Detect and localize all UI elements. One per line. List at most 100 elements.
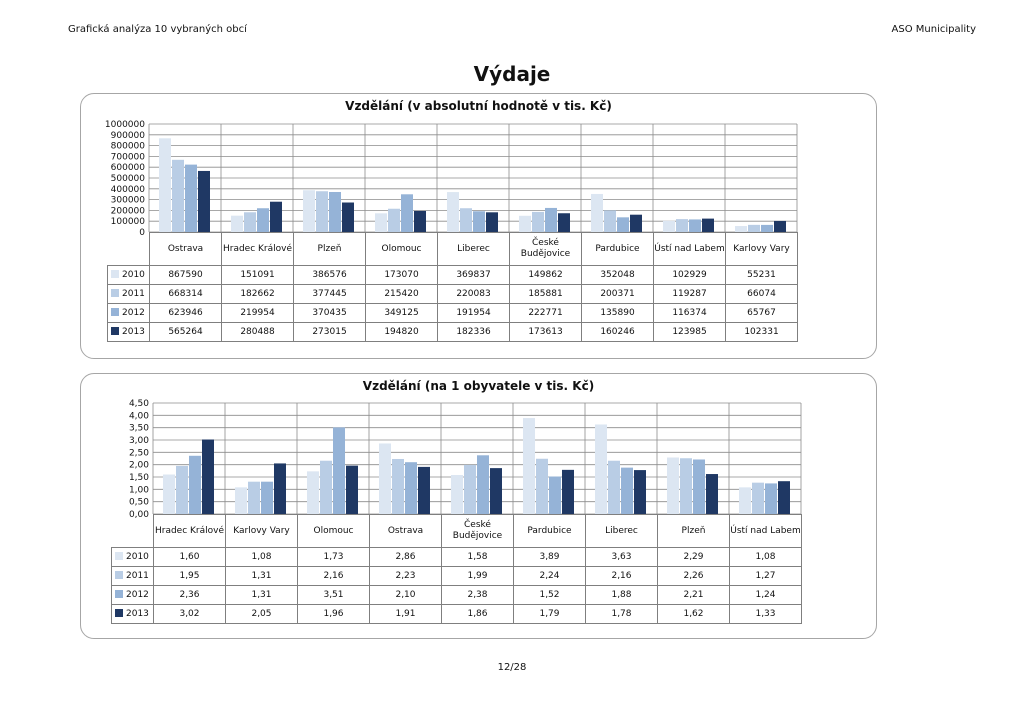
data-cell: 1,73	[297, 547, 370, 567]
data-cell: 149862	[509, 265, 582, 285]
data-table-abs: Ostrava Hradec Králové Plzeň Olomouc Liberec…	[107, 232, 798, 342]
bar-2012-5	[549, 476, 561, 514]
data-cell: 1,62	[657, 604, 730, 624]
data-cell: 1,78	[585, 604, 658, 624]
bar-2011-2	[320, 460, 332, 514]
bar-2010-5	[519, 215, 531, 232]
bar-2013-0	[202, 439, 214, 514]
y-tick-label: 700000	[111, 152, 146, 162]
data-cell: 182336	[437, 322, 510, 342]
legend-label: 2013	[122, 326, 145, 337]
data-cell: 280488	[221, 322, 294, 342]
y-tick-label: 900000	[111, 131, 146, 141]
table-corner	[107, 232, 150, 266]
legend-label: 2012	[126, 589, 149, 600]
data-cell: 65767	[725, 303, 798, 323]
data-cell: 386576	[293, 265, 366, 285]
category-label: Plzeň	[293, 232, 366, 266]
table-row: 2012 623946 219954 370435 349125 191954 222771…	[107, 303, 798, 323]
data-cell: 377445	[293, 284, 366, 304]
legend-entry: 2012	[111, 585, 154, 605]
category-label: České Budějovice	[509, 232, 582, 266]
data-cell: 1,27	[729, 566, 802, 586]
bar-2011-2	[316, 191, 328, 232]
data-cell: 220083	[437, 284, 510, 304]
bar-2010-2	[303, 190, 315, 232]
data-cell: 173613	[509, 322, 582, 342]
data-cell: 1,96	[297, 604, 370, 624]
y-tick-label: 300000	[111, 196, 146, 206]
data-cell: 123985	[653, 322, 726, 342]
page-number: 12/28	[497, 662, 527, 673]
legend-label: 2013	[126, 608, 149, 619]
bar-2013-8	[774, 220, 786, 232]
y-tick-label: 1,00	[129, 485, 149, 495]
y-tick-label: 4,50	[129, 399, 149, 409]
bar-2013-1	[270, 201, 282, 232]
data-cell: 1,33	[729, 604, 802, 624]
data-cell: 1,08	[225, 547, 298, 567]
data-cell: 194820	[365, 322, 438, 342]
bar-2011-3	[392, 458, 404, 514]
legend-swatch	[115, 551, 123, 560]
category-label: Liberec	[437, 232, 510, 266]
y-tick-label: 600000	[111, 163, 146, 173]
legend-swatch	[111, 307, 119, 316]
data-cell: 867590	[149, 265, 222, 285]
data-cell: 2,16	[585, 566, 658, 586]
bar-2010-0	[159, 138, 171, 232]
chart-title-absolute: Vzdělání (v absolutní hodnotě v tis. Kč)	[345, 99, 612, 113]
y-tick-label: 1,50	[129, 473, 149, 483]
y-tick-label: 800000	[111, 142, 146, 152]
table-row: 2012 2,36 1,31 3,51 2,10 2,38 1,52 1,88 2,21 1,24	[111, 585, 802, 605]
y-tick-label: 3,00	[129, 436, 149, 446]
data-table-pc: Hradec Králové Karlovy Vary Olomouc Ostrava…	[111, 514, 802, 624]
category-label: Ostrava	[369, 514, 442, 548]
legend-label: 2010	[126, 551, 149, 562]
bar-2013-2	[342, 202, 354, 232]
bar-2011-7	[680, 458, 692, 514]
bar-2012-8	[761, 224, 773, 232]
bar-2012-6	[617, 217, 629, 232]
bar-2012-2	[329, 191, 341, 232]
data-cell: 3,63	[585, 547, 658, 567]
header-document-title: Grafická analýza 10 vybraných obcí	[68, 24, 247, 35]
table-corner	[111, 514, 154, 548]
chart-title-per-capita: Vzdělání (na 1 obyvatele v tis. Kč)	[362, 379, 595, 393]
data-cell: 160246	[581, 322, 654, 342]
data-cell: 119287	[653, 284, 726, 304]
y-tick-label: 3,50	[129, 424, 149, 434]
legend-swatch	[111, 288, 119, 297]
data-cell: 369837	[437, 265, 510, 285]
data-cell: 3,89	[513, 547, 586, 567]
data-cell: 2,21	[657, 585, 730, 605]
category-label: Plzeň	[657, 514, 730, 548]
bar-2011-1	[248, 481, 260, 514]
table-row: 2011 1,95 1,31 2,16 2,23 1,99 2,24 2,16 2,26 1,27	[111, 566, 802, 586]
data-cell: 349125	[365, 303, 438, 323]
table-row: 2013 565264 280488 273015 194820 182336 173613…	[107, 322, 798, 342]
data-cell: 2,38	[441, 585, 514, 605]
data-cell: 1,88	[585, 585, 658, 605]
category-label: Olomouc	[365, 232, 438, 266]
data-cell: 1,86	[441, 604, 514, 624]
data-cell: 55231	[725, 265, 798, 285]
bar-2013-6	[634, 470, 646, 514]
bar-2012-3	[401, 194, 413, 232]
data-cell: 623946	[149, 303, 222, 323]
data-cell: 2,36	[153, 585, 226, 605]
y-tick-label: 2,50	[129, 448, 149, 458]
data-cell: 135890	[581, 303, 654, 323]
y-tick-label: 2,00	[129, 461, 149, 471]
category-label: Karlovy Vary	[225, 514, 298, 548]
bar-2013-7	[702, 218, 714, 232]
bar-2010-6	[591, 193, 603, 232]
bar-2013-5	[558, 213, 570, 232]
y-tick-label: 1000000	[105, 120, 145, 130]
legend-swatch	[115, 570, 123, 579]
header-organization: ASO Municipality	[891, 24, 976, 35]
bar-2012-7	[693, 459, 705, 514]
legend-label: 2012	[122, 307, 145, 318]
bar-2012-8	[765, 483, 777, 514]
data-cell: 2,26	[657, 566, 730, 586]
